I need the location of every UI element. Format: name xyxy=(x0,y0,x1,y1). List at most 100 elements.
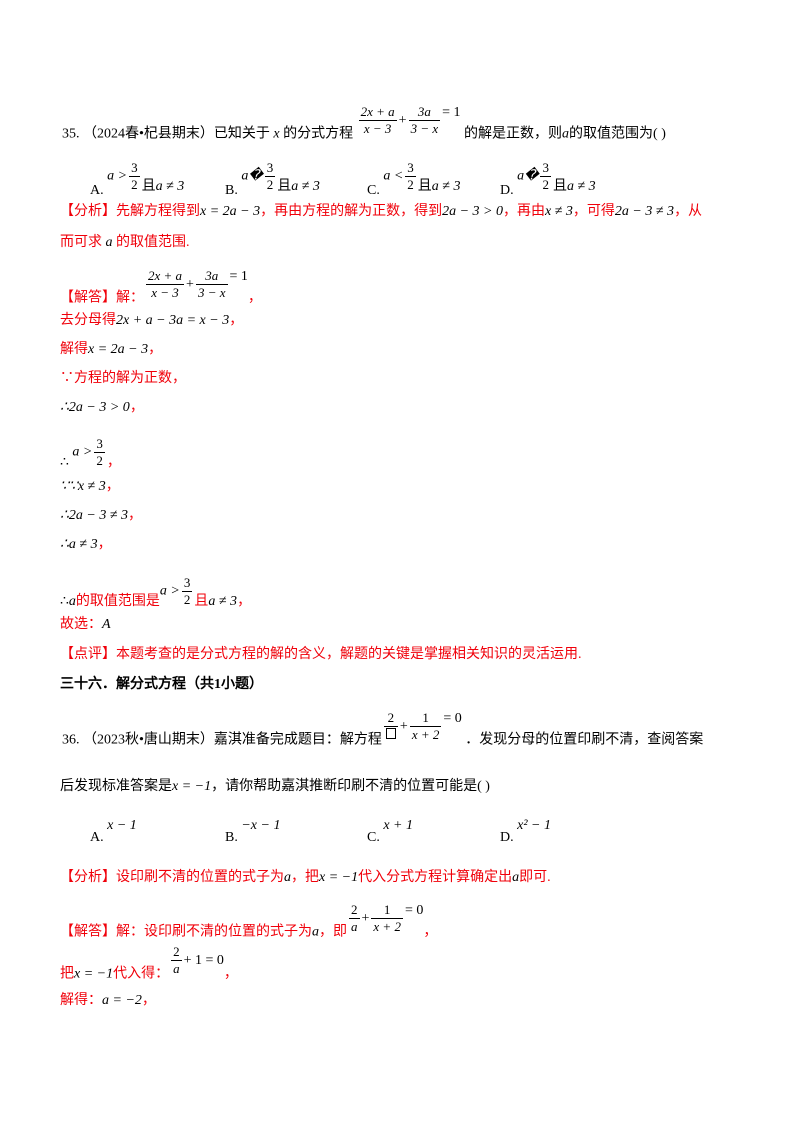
analysis-text: 先解方程得到 xyxy=(116,204,200,219)
math-op: ∴ xyxy=(60,454,69,470)
numerator: 2 xyxy=(171,944,182,961)
question-number: 36. xyxy=(62,732,80,748)
fraction: 3a 3 − x xyxy=(408,104,441,137)
denominator: 2 xyxy=(131,177,138,192)
numerator: 2 xyxy=(349,902,360,919)
question-source: （2024春•杞县期末） xyxy=(83,126,214,142)
denominator: x + 2 xyxy=(411,727,440,742)
math-rhs: = 1 xyxy=(229,268,248,284)
solution-text: 的取值范围是 xyxy=(75,593,160,609)
punct: ， xyxy=(229,313,244,328)
denominator: x + 2 xyxy=(373,919,401,934)
analysis-36: 【分析】设印刷不清的位置的式子为a，把x = −1代入分式方程计算确定出a即可. xyxy=(60,869,551,887)
punct: ， xyxy=(247,290,262,306)
solution-35-step9: ∴a的取值范围是a >3 2 且a ≠ 3， xyxy=(60,575,251,609)
answer-choice: A xyxy=(102,617,111,632)
math-op: + xyxy=(398,112,407,128)
analysis-text: ，再由方程的解为正数，得到 xyxy=(260,204,443,219)
question-36-stem: 36. （2023秋•唐山期末）嘉淇准备完成题目：解方程 2 +1 x + 2 = 0 … xyxy=(62,710,704,757)
denominator: a xyxy=(173,961,180,976)
unclear-box-icon xyxy=(385,728,396,739)
math-expr: ∴2a − 3 ≠ 3 xyxy=(60,508,129,523)
comment-35: 【点评】本题考查的是分式方程的解的含义，解题的关键是掌握相关知识的灵活运用. xyxy=(60,646,582,664)
stem-text: ．发现分母的位置印刷不清，查阅答案 xyxy=(465,732,704,748)
analysis-text: 代入分式方程计算确定出 xyxy=(358,870,513,885)
solution-35-choice: 故选：A xyxy=(60,616,111,634)
denominator: 3 − x xyxy=(410,121,439,136)
solution-tag: 【解答】 xyxy=(60,924,116,940)
denominator: 2 xyxy=(542,177,549,192)
math-op: + xyxy=(399,718,408,734)
math-rhs: = 1 xyxy=(442,104,461,120)
analysis-text: 的取值范围. xyxy=(116,235,190,250)
option-expr: −x − 1 xyxy=(241,818,281,833)
numerator: 2x + a xyxy=(146,268,185,285)
punct: ， xyxy=(423,924,438,940)
analysis-text: ，把 xyxy=(291,870,319,885)
numerator: 2x + a xyxy=(358,104,397,121)
solution-35-step5: ∴ a >3 2， xyxy=(60,436,121,470)
numerator: 3 xyxy=(94,436,105,453)
option-letter: C. xyxy=(367,830,380,845)
option-expr: a ≠ 3 xyxy=(291,178,320,194)
option-b: B. −x − 1 xyxy=(225,818,281,845)
punct: ， xyxy=(105,479,120,494)
math-expr: x = −1 xyxy=(74,966,114,982)
math-expr: x = 2a − 3 xyxy=(200,204,261,219)
punct: ， xyxy=(129,400,144,415)
blank-denominator xyxy=(384,727,398,743)
fraction: 3a 3 − x xyxy=(195,268,228,301)
comment-text: 本题考查的是分式方程的解的含义，解题的关键是掌握相关知识的灵活运用. xyxy=(116,647,582,662)
option-expr: a ≠ 3 xyxy=(566,178,596,194)
math-expr: a ≠ 3 xyxy=(208,593,238,609)
analysis-tag: 【分析】 xyxy=(60,870,116,885)
math-op: ∴ xyxy=(60,593,69,609)
option-text: 且 xyxy=(552,178,567,194)
math-var: a xyxy=(68,593,76,609)
math-var: a xyxy=(562,126,570,142)
option-d: D. x² − 1 xyxy=(500,818,551,845)
option-d: D. a� 3 2 且a ≠ 3 xyxy=(500,160,596,198)
option-c: C. x + 1 xyxy=(367,818,413,845)
punct: ， xyxy=(141,993,156,1008)
solution-35-step2: 解得x = 2a − 3， xyxy=(60,341,162,359)
analysis-35-line1: 【分析】先解方程得到x = 2a − 3，再由方程的解为正数，得到2a − 3 … xyxy=(60,203,702,221)
option-letter: A. xyxy=(90,830,104,845)
math-expr: x = −1 xyxy=(319,870,359,885)
solution-text: 故选： xyxy=(60,617,102,632)
math-expr: x = −1 xyxy=(172,779,212,794)
section-heading: 三十六．解分式方程（共1小题） xyxy=(60,677,263,692)
option-letter: D. xyxy=(500,182,514,198)
solution-text: 解：设印刷不清的位置的式子为 xyxy=(116,924,312,940)
option-letter: B. xyxy=(225,182,238,198)
question-source: （2023秋•唐山期末） xyxy=(83,732,214,748)
solution-35-step8: ∴a ≠ 3， xyxy=(60,536,112,554)
numerator: 3 xyxy=(264,160,276,177)
math-expr: x ≠ 3 xyxy=(545,204,573,219)
solution-36-line3: 解得：a = −2， xyxy=(60,992,156,1010)
option-c: C. a <3 2 且a ≠ 3 xyxy=(367,160,460,198)
option-text: 且 xyxy=(417,178,432,194)
math-expr: ∴2a − 3 > 0 xyxy=(60,400,130,415)
option-letter: A. xyxy=(90,182,104,198)
solution-tag: 【解答】 xyxy=(60,290,116,306)
option-expr: a ≠ 3 xyxy=(155,178,185,194)
math-expr: ∴a ≠ 3 xyxy=(60,537,98,552)
punct: ， xyxy=(223,966,238,982)
analysis-text: ，从 xyxy=(674,204,703,219)
answer-blank: ( ) xyxy=(477,779,490,794)
stem-text: 嘉淇准备完成题目：解方程 xyxy=(213,732,382,748)
math-var: a xyxy=(512,870,520,885)
analysis-tag: 【分析】 xyxy=(60,204,116,219)
stem-text: 后发现标准答案是 xyxy=(60,779,172,794)
numerator: 3 xyxy=(405,160,416,177)
math-op: + xyxy=(361,910,370,926)
